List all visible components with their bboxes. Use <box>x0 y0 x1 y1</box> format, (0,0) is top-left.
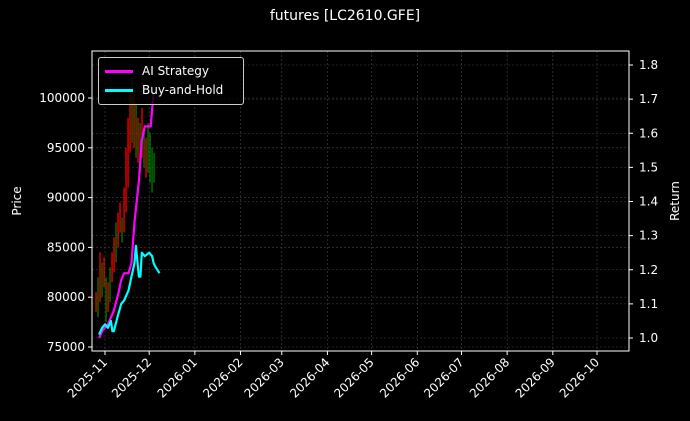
candle <box>99 252 101 303</box>
candle <box>127 117 129 188</box>
y2-tick-label: 1.1 <box>639 297 658 311</box>
candle <box>143 127 145 168</box>
y2-tick-label: 1.4 <box>639 195 658 209</box>
series-line-ai-strategy <box>98 92 155 339</box>
y-axis-label: Price <box>10 186 24 215</box>
legend-label-ai-strategy: AI Strategy <box>142 64 209 78</box>
y-tick-label: 85000 <box>47 240 85 254</box>
y2-tick-label: 1.8 <box>639 58 658 72</box>
x-tick-label: 2026-05 <box>331 355 376 400</box>
legend: AI Strategy Buy-and-Hold <box>98 57 244 105</box>
candle <box>149 132 151 183</box>
y-tick-label: 75000 <box>47 340 85 354</box>
candle <box>123 187 125 233</box>
y2-tick-label: 1.6 <box>639 126 658 140</box>
x-tick-label: 2026-09 <box>513 355 558 400</box>
y2-tick-label: 1.0 <box>639 331 658 345</box>
x-tick-label: 2026-06 <box>377 355 422 400</box>
x-tick-label: 2025-11 <box>65 355 110 400</box>
x-tick-label: 2026-01 <box>155 355 200 400</box>
y2-tick-label: 1.3 <box>639 229 658 243</box>
candle <box>121 217 123 243</box>
y-tick-label: 95000 <box>47 141 85 155</box>
y2-axis-label: Return <box>668 181 682 221</box>
y2-tick-label: 1.7 <box>639 92 658 106</box>
candle <box>139 122 141 173</box>
legend-swatch-ai-strategy <box>105 69 133 73</box>
candle <box>109 267 111 303</box>
x-tick-label: 2026-07 <box>421 355 466 400</box>
candle <box>137 117 139 163</box>
legend-item-buy-and-hold: Buy-and-Hold <box>105 81 223 99</box>
candle <box>97 277 99 318</box>
candle <box>153 152 155 183</box>
candle <box>115 222 117 263</box>
candle <box>103 257 105 288</box>
candle <box>117 212 119 248</box>
candle <box>119 202 121 233</box>
y2-tick-label: 1.2 <box>639 263 658 277</box>
candle <box>141 107 143 158</box>
series-line-buy-and-hold <box>98 244 161 336</box>
chart-title: futures [LC2610.GFE] <box>269 8 421 24</box>
candlesticks <box>95 78 155 323</box>
candle <box>135 102 137 158</box>
x-tick-label: 2026-08 <box>467 355 512 400</box>
candle <box>95 292 97 313</box>
legend-label-buy-and-hold: Buy-and-Hold <box>142 83 224 97</box>
y-tick-label: 90000 <box>47 191 85 205</box>
y2-tick-label: 1.5 <box>639 160 658 174</box>
y-tick-label: 80000 <box>47 290 85 304</box>
candle <box>101 262 103 298</box>
x-tick-label: 2026-10 <box>557 355 602 400</box>
candle <box>105 277 107 323</box>
legend-swatch-buy-and-hold <box>105 88 133 92</box>
candle <box>147 122 149 173</box>
legend-item-ai-strategy: AI Strategy <box>105 62 209 80</box>
candle <box>145 137 147 178</box>
candle <box>111 252 113 283</box>
y-tick-label: 100000 <box>39 91 85 105</box>
candle <box>151 147 153 193</box>
candle <box>131 78 133 143</box>
x-tick-label: 2026-04 <box>287 355 332 400</box>
x-tick-label: 2026-03 <box>242 355 287 400</box>
candle <box>129 88 131 153</box>
candle <box>125 147 127 213</box>
x-tick-label: 2025-12 <box>109 355 154 400</box>
candle <box>113 237 115 273</box>
candle <box>133 93 135 148</box>
candle <box>107 282 109 313</box>
x-tick-label: 2026-02 <box>200 355 245 400</box>
